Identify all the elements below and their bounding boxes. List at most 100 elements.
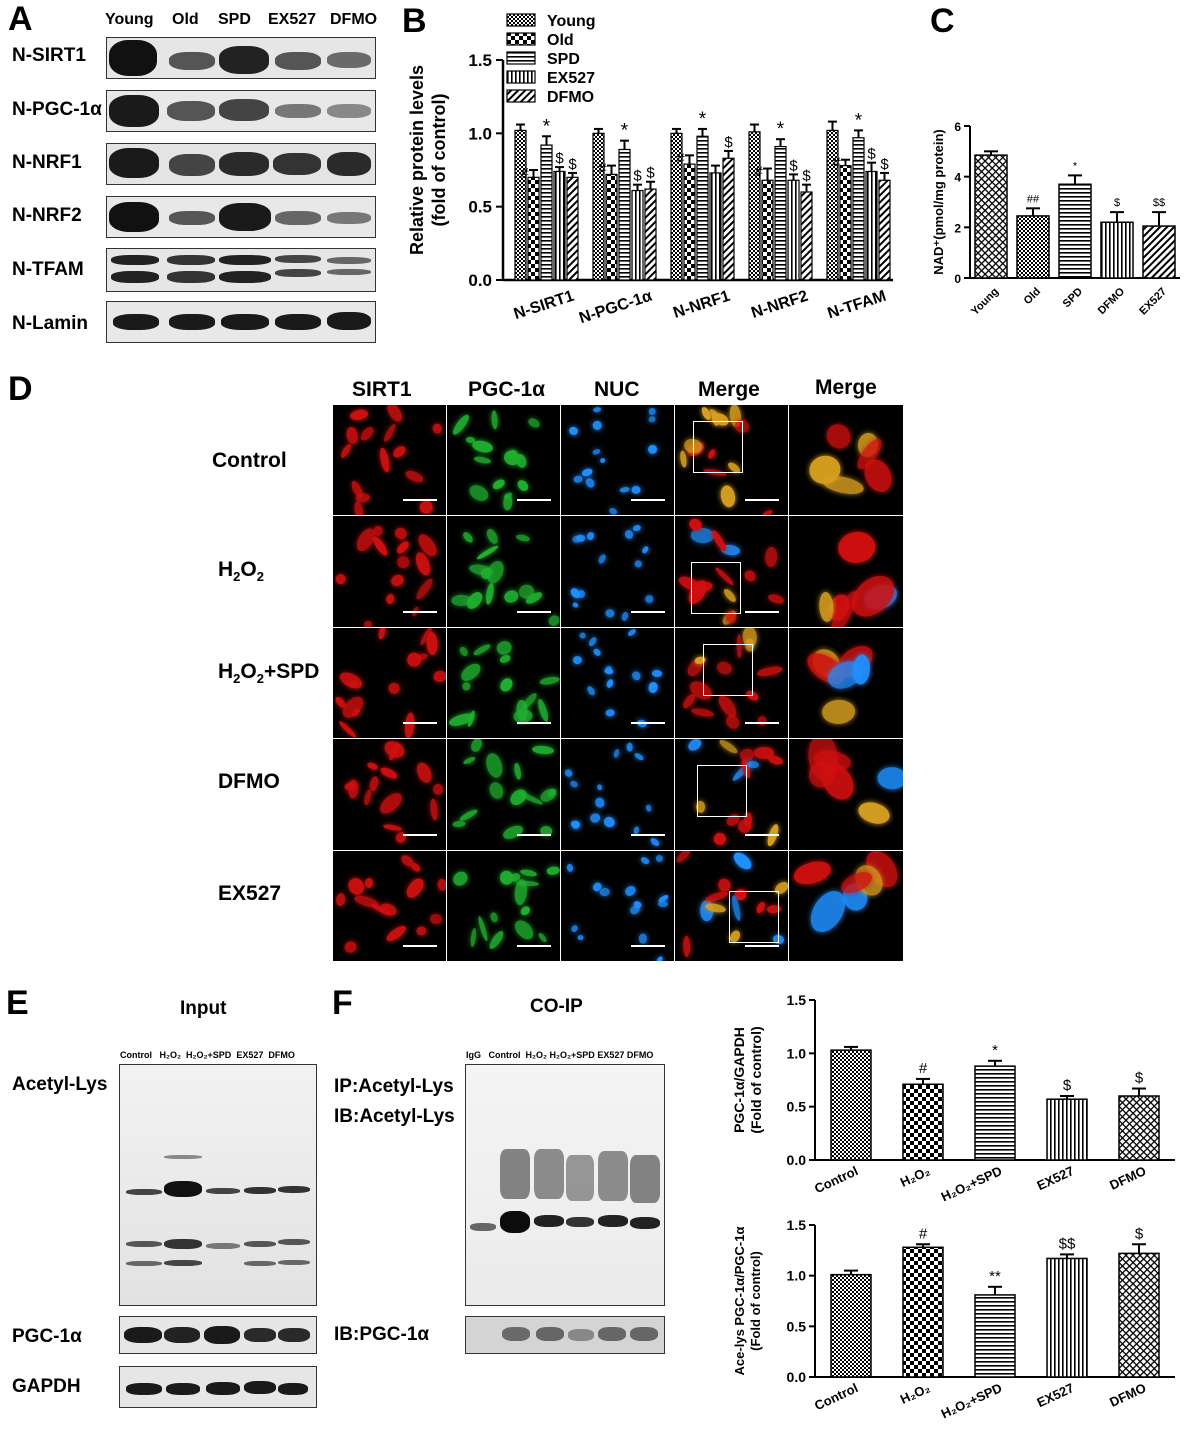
bar-dfmo: [1118, 1095, 1160, 1161]
cell-blob: [741, 568, 758, 585]
blot-coip-acetyl-lys: [465, 1064, 665, 1306]
zoom-region-box: [691, 562, 741, 615]
lane-control: Control: [120, 1050, 152, 1060]
bar-young-n-nrf2: [748, 131, 761, 281]
cell-blob: [382, 422, 398, 443]
y-tick-label: 4: [954, 171, 961, 185]
y-axis-label: Ace-lys PGC-1α/PGC-1α(Fold of control): [732, 1227, 763, 1376]
row-label-n-tfam: N-TFAM: [12, 259, 84, 280]
zoom-region-box: [697, 765, 747, 818]
panel-e-title: Input: [180, 998, 227, 1019]
legend-swatch-ex527: [506, 70, 536, 84]
row-label-n-pgc1a: N-PGC-1α: [12, 99, 102, 120]
blot-n-lamin: [106, 301, 376, 343]
legend-swatch-spd: [506, 51, 536, 65]
cell-blob: [572, 601, 580, 609]
cell-blob: [539, 674, 560, 686]
significance-mark: $$: [1153, 197, 1165, 209]
blot-pgc1a-input: [119, 1316, 317, 1354]
cell-blob: [428, 913, 443, 926]
bar-dfmo-n-sirt1: [566, 176, 579, 281]
cell-blob: [537, 931, 549, 944]
cell-blob: [592, 406, 602, 413]
micrograph-ex527-pgc1a: [447, 850, 561, 962]
cell-blob: [501, 823, 526, 842]
blot-n-nrf1: [106, 143, 376, 185]
significance-mark: $: [802, 168, 811, 185]
significance-mark: $: [789, 157, 798, 174]
significance-mark: $$: [1059, 1235, 1076, 1252]
cell-blob: [498, 653, 512, 665]
cell-blob: [484, 751, 506, 780]
col-header-sirt1: SIRT1: [352, 378, 412, 401]
row-label-n-nrf2: N-NRF2: [12, 205, 82, 226]
cell-blob: [476, 914, 489, 942]
bar-spd-n-tfam: [852, 137, 865, 281]
x-tick-label: Control: [812, 1380, 860, 1413]
cell-blob: [370, 534, 390, 558]
micrograph-h2o2-sirt1: [333, 516, 447, 628]
micrograph-dfmo-nuc: [561, 739, 675, 851]
cell-blob: [595, 783, 603, 791]
cell-blob: [573, 655, 583, 665]
scale-bar: [517, 944, 551, 947]
cell-blob: [511, 916, 537, 943]
cell-blob: [577, 935, 584, 941]
cell-blob: [431, 422, 444, 436]
x-tick-label: H₂O₂: [898, 1163, 933, 1190]
bar-ex527: [1046, 1098, 1088, 1161]
ib-label: IB:Acetyl-Lys: [334, 1106, 455, 1127]
cell-blob: [466, 482, 491, 504]
scale-bar: [745, 944, 779, 947]
cell-blob: [604, 609, 615, 619]
cell-blob: [820, 698, 856, 725]
cell-blob: [393, 525, 410, 542]
cell-blob: [402, 876, 427, 902]
cell-blob: [724, 712, 742, 731]
cell-blob: [403, 712, 416, 739]
bar-spd-n-nrf1: [696, 135, 709, 281]
cell-blob: [612, 748, 621, 759]
row-label-n-lamin: N-Lamin: [12, 313, 88, 334]
bar-ex527-n-tfam: [865, 170, 878, 281]
cell-blob: [652, 670, 663, 678]
y-tick-label: 1.0: [787, 1045, 807, 1061]
cell-blob: [647, 414, 657, 424]
cell-blob: [761, 508, 774, 516]
significance-mark: #: [754, 164, 763, 181]
x-tick-label: Old: [1022, 286, 1043, 307]
row-label-h2o2: H2O2: [218, 558, 264, 585]
micrograph-h2o2-spd-merge: [675, 627, 789, 740]
row-label-ex527: EX527: [218, 882, 282, 905]
cell-blob: [345, 875, 368, 898]
cell-blob: [487, 779, 506, 801]
cell-blob: [357, 424, 376, 443]
cell-blob: [414, 760, 435, 785]
cell-blob: [855, 798, 892, 828]
zoom-region-box: [703, 643, 753, 696]
micrograph-h2o2-spd-sirt1: [333, 627, 447, 740]
scale-bar: [631, 944, 665, 947]
significance-mark: $: [867, 146, 876, 163]
lane-dfmo: DFMO: [626, 1050, 654, 1060]
blot-n-sirt1: [106, 37, 376, 79]
blot-acetyl-lys-input: [119, 1064, 317, 1306]
cell-blob: [513, 452, 528, 469]
bar-h-o-spd: [974, 1294, 1016, 1378]
blot-gapdh-input: [119, 1366, 317, 1408]
panel-f-title: CO-IP: [530, 996, 583, 1017]
bar-young: [974, 154, 1008, 279]
panel-label-c: C: [930, 2, 955, 40]
cell-blob: [349, 408, 369, 422]
bar-h-o: [902, 1246, 944, 1378]
scale-bar: [403, 610, 437, 613]
cell-blob: [599, 457, 607, 465]
cell-blob: [592, 647, 603, 658]
cell-blob: [491, 409, 499, 430]
bar-ex527-n-sirt1: [553, 170, 566, 281]
y-tick-label: 0.0: [787, 1152, 807, 1168]
significance-mark: *: [699, 109, 707, 130]
panel-label-a: A: [8, 0, 33, 38]
cell-blob: [515, 533, 531, 543]
significance-mark: $: [555, 150, 564, 167]
